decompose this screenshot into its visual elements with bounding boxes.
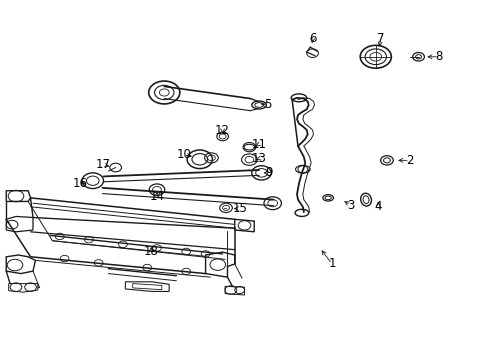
Text: 18: 18: [143, 245, 158, 258]
Polygon shape: [224, 287, 244, 295]
Text: 11: 11: [251, 138, 266, 151]
Text: 13: 13: [251, 152, 266, 165]
Text: 8: 8: [434, 50, 442, 63]
Polygon shape: [9, 284, 38, 292]
Text: 6: 6: [308, 32, 316, 45]
Text: 7: 7: [376, 32, 384, 45]
Text: 1: 1: [327, 257, 335, 270]
Polygon shape: [205, 252, 234, 277]
Text: 17: 17: [96, 158, 111, 171]
Text: 3: 3: [346, 198, 353, 212]
Polygon shape: [234, 219, 254, 232]
Polygon shape: [6, 191, 30, 202]
Polygon shape: [125, 282, 169, 292]
Text: 16: 16: [73, 177, 87, 190]
Text: 5: 5: [264, 99, 271, 112]
Text: 2: 2: [405, 154, 413, 167]
Polygon shape: [6, 216, 33, 232]
Polygon shape: [132, 284, 162, 290]
Text: 14: 14: [149, 190, 164, 203]
Polygon shape: [6, 255, 35, 274]
Text: 10: 10: [176, 148, 191, 162]
Text: 15: 15: [232, 202, 246, 215]
Text: 9: 9: [264, 166, 272, 179]
Text: 12: 12: [215, 124, 230, 137]
Text: 4: 4: [374, 200, 381, 213]
